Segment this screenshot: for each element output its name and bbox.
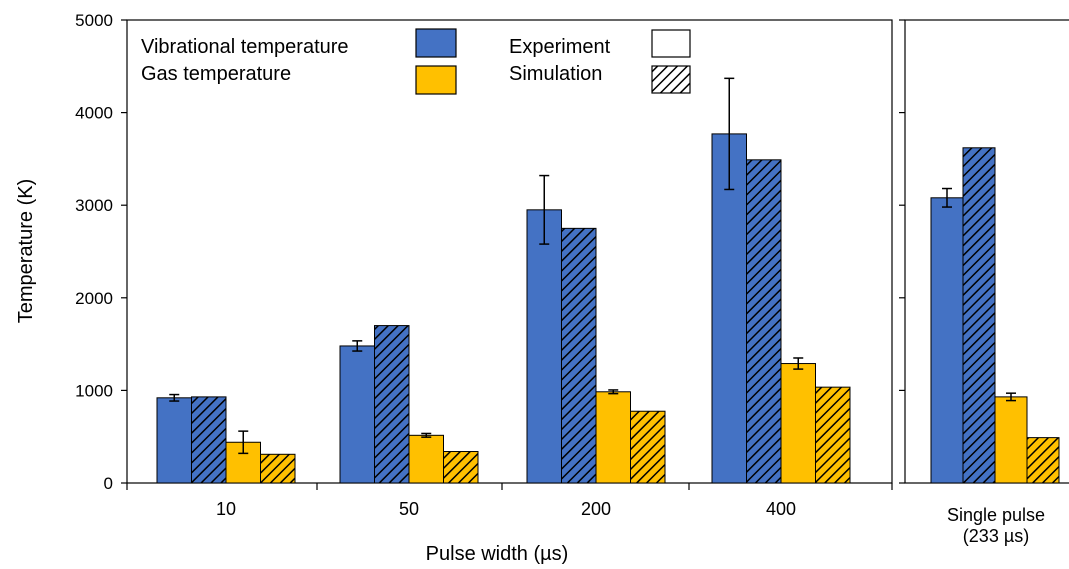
bar-gas-exp (408, 434, 444, 484)
legend-label-vibrational: Vibrational temperature (141, 36, 349, 58)
y-tick-label: 4000 (75, 104, 113, 123)
bar-vibrational-sim (962, 147, 996, 484)
x-tick-label: 50 (399, 499, 419, 519)
x-tick-label: 10 (216, 499, 236, 519)
y-tick-label: 3000 (75, 196, 113, 215)
main-plot-frame (126, 19, 893, 484)
category-labels: 10 50 200 400 Single pulse(233 µs) (126, 483, 1045, 546)
inset-x-tick-label: (233 µs) (963, 526, 1029, 546)
main-bars (156, 77, 851, 484)
y-tick-label: 1000 (75, 381, 113, 400)
bar-gas-sim (630, 410, 666, 484)
bar-vibrational-exp (711, 133, 747, 484)
bar-vibrational-exp (156, 397, 192, 484)
bar-vibrational-exp (526, 209, 562, 484)
x-tick-label: 400 (766, 499, 796, 519)
bar-vibrational-exp (339, 345, 375, 484)
bar-gas-sim (260, 453, 296, 484)
bar-gas-exp (595, 391, 631, 484)
bar-gas-exp (994, 396, 1028, 484)
y-tick-label: 0 (104, 474, 113, 493)
legend-label-gas: Gas temperature (141, 63, 291, 85)
x-axis-label: Pulse width (µs) (426, 543, 569, 565)
inset-y-axis-ticks (899, 19, 905, 484)
legend-swatch-gas (415, 65, 457, 95)
bar-vibrational-sim (561, 227, 597, 484)
bar-vibrational-sim (746, 159, 782, 484)
bar-gas-exp (225, 441, 261, 484)
x-tick-label: 200 (581, 499, 611, 519)
bar-gas-exp (780, 363, 816, 484)
bar-gas-sim (815, 386, 851, 484)
y-axis-label: Temperature (K) (15, 179, 37, 324)
legend-label-simulation: Simulation (509, 63, 602, 85)
bar-gas-sim (1026, 437, 1060, 484)
legend-swatch-experiment (651, 29, 691, 58)
y-tick-label: 5000 (75, 11, 113, 30)
legend: Vibrational temperature Gas temperature … (141, 28, 691, 95)
bar-gas-sim (443, 451, 479, 484)
inset-bars (930, 147, 1060, 484)
legend-swatch-simulation (651, 65, 691, 94)
y-axis-ticks: 0 1000 2000 3000 4000 5000 (75, 11, 127, 493)
bar-vibrational-sim (191, 396, 227, 484)
bar-vibrational-sim (374, 325, 410, 484)
bar-vibrational-exp (930, 197, 964, 484)
y-tick-label: 2000 (75, 289, 113, 308)
legend-swatch-vibrational (415, 28, 457, 58)
legend-label-experiment: Experiment (509, 36, 611, 58)
inset-x-tick-label: Single pulse (947, 505, 1045, 525)
